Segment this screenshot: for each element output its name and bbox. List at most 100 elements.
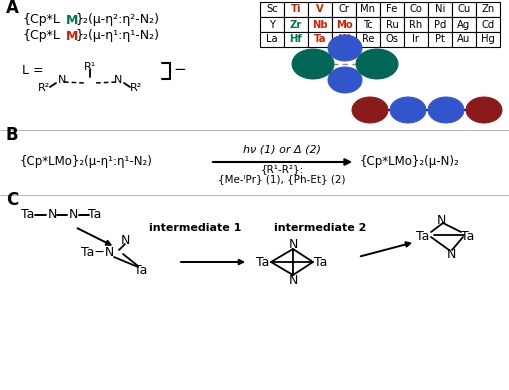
Bar [427,32,451,47]
Text: −: − [173,62,185,78]
Text: Ta: Ta [134,264,148,277]
Text: Tc: Tc [362,20,372,30]
Bar [451,2,475,17]
Text: Ni: Ni [434,5,444,14]
Text: intermediate 2: intermediate 2 [273,223,365,233]
Text: Co: Co [409,5,421,14]
Text: R²: R² [38,83,50,93]
Text: R¹: R¹ [83,62,96,72]
Text: Ag: Ag [457,20,470,30]
Text: M: M [66,14,78,27]
Text: Ta: Ta [313,34,326,44]
Ellipse shape [465,97,501,123]
Bar [355,32,379,47]
Text: hν (1) or Δ (2): hν (1) or Δ (2) [242,145,320,155]
Text: Ta−N: Ta−N [81,246,115,259]
Text: Rh: Rh [409,20,422,30]
Bar [403,32,427,47]
Text: R²: R² [130,83,142,93]
Bar [284,17,307,32]
Text: Cu: Cu [457,5,470,14]
Text: }₂(μ-η²:η²-N₂): }₂(μ-η²:η²-N₂) [75,14,159,27]
Bar [475,17,499,32]
Bar [260,32,284,47]
Text: {Me-ᴵPr} (1), {Ph-Et} (2): {Me-ᴵPr} (1), {Ph-Et} (2) [218,174,345,184]
Text: N: N [288,238,297,250]
Bar [307,32,331,47]
Text: C: C [6,191,18,209]
Text: N: N [114,75,122,85]
Ellipse shape [292,49,333,79]
Bar [307,17,331,32]
Text: N: N [68,209,77,222]
Ellipse shape [327,67,361,93]
Text: Ta: Ta [415,229,429,243]
Text: }₂(μ-η¹:η¹-N₂): }₂(μ-η¹:η¹-N₂) [75,30,159,43]
Text: Cr: Cr [338,5,349,14]
Text: intermediate 1: intermediate 1 [149,223,241,233]
Bar [284,2,307,17]
Text: Zn: Zn [480,5,494,14]
Text: Ta: Ta [314,255,327,268]
Text: N: N [436,213,445,227]
Text: L =: L = [22,64,44,76]
Text: Mo: Mo [335,20,352,30]
Text: {R¹-R²}:: {R¹-R²}: [260,164,303,174]
Text: V: V [316,5,323,14]
Text: B: B [6,126,19,144]
Bar [451,17,475,32]
Text: Sc: Sc [266,5,277,14]
Text: Ti: Ti [290,5,301,14]
Text: {Cp*LMo}₂(μ-η¹:η¹-N₂): {Cp*LMo}₂(μ-η¹:η¹-N₂) [20,156,153,168]
Bar [379,17,403,32]
Text: {Cp*LMo}₂(μ-N)₂: {Cp*LMo}₂(μ-N)₂ [359,156,459,168]
Bar [403,2,427,17]
Text: N: N [445,248,455,261]
Text: Y: Y [268,20,274,30]
Bar [379,2,403,17]
Bar [475,32,499,47]
Ellipse shape [351,97,387,123]
Text: Ta: Ta [461,229,474,243]
Text: {Cp*L: {Cp*L [22,14,60,27]
Text: Cd: Cd [480,20,494,30]
Bar [451,32,475,47]
Bar [355,2,379,17]
Bar [355,17,379,32]
Ellipse shape [355,49,397,79]
Bar [331,17,355,32]
Text: Os: Os [385,34,398,44]
Bar [379,32,403,47]
Text: Hg: Hg [480,34,494,44]
Bar [475,2,499,17]
Text: Ta: Ta [21,209,35,222]
Ellipse shape [389,97,425,123]
Text: N: N [58,75,66,85]
Bar [284,32,307,47]
Text: N: N [120,234,129,246]
Text: {Cp*L: {Cp*L [22,30,60,43]
Text: Nb: Nb [312,20,327,30]
Ellipse shape [427,97,463,123]
Text: Ta: Ta [88,209,101,222]
Bar [427,2,451,17]
Bar [331,2,355,17]
Text: A: A [6,0,19,17]
Text: Pd: Pd [433,20,445,30]
Text: Re: Re [361,34,374,44]
Bar [331,32,355,47]
Text: Ru: Ru [385,20,398,30]
Text: N: N [47,209,56,222]
Text: Au: Au [457,34,470,44]
Bar [427,17,451,32]
Bar [260,17,284,32]
Text: Mn: Mn [360,5,375,14]
Text: Pt: Pt [434,34,444,44]
Bar [307,2,331,17]
Text: Fe: Fe [385,5,397,14]
Bar [403,17,427,32]
Text: W: W [338,34,349,44]
Text: Zr: Zr [289,20,302,30]
Ellipse shape [327,35,361,61]
Text: Hf: Hf [289,34,302,44]
